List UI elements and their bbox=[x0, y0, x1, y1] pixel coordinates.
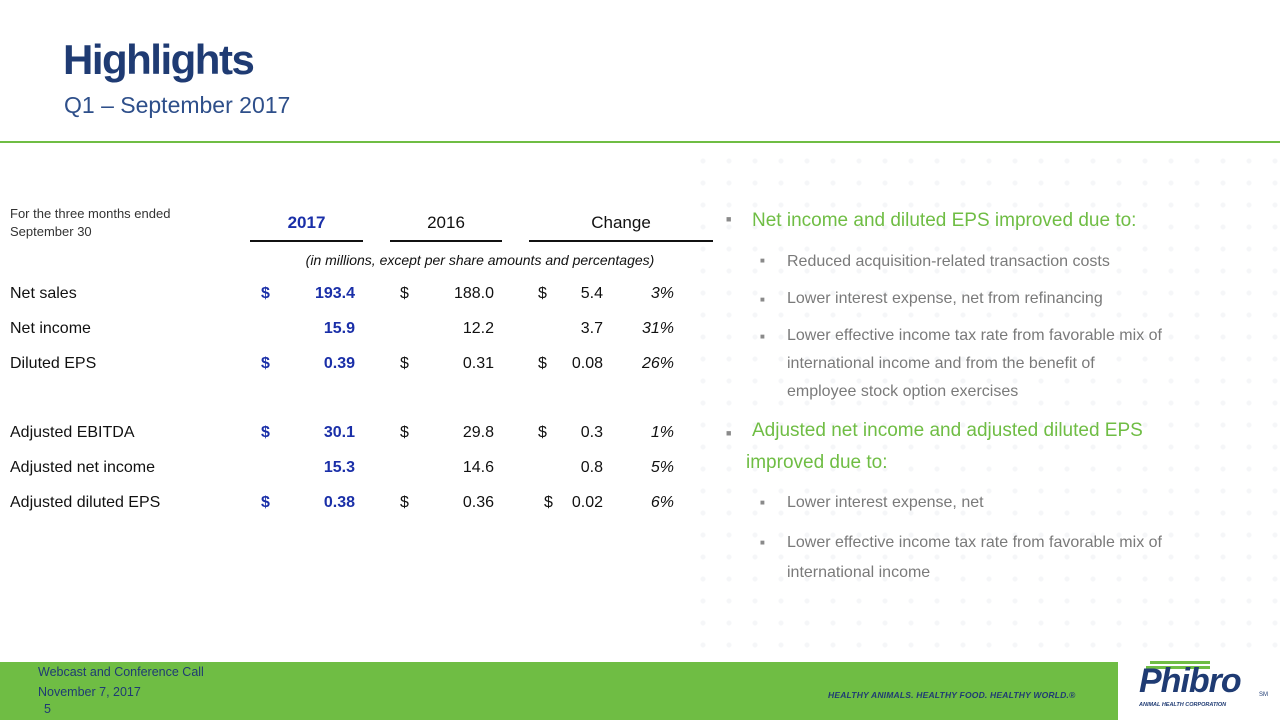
bullet-icon: ■ bbox=[726, 214, 732, 224]
row-label: Net income bbox=[10, 320, 91, 337]
row-label: Diluted EPS bbox=[10, 355, 97, 372]
footer-tagline: HEALTHY ANIMALS. HEALTHY FOOD. HEALTHY W… bbox=[828, 690, 1076, 700]
currency-symbol: $ bbox=[400, 285, 409, 302]
value-change: 0.02 bbox=[571, 494, 603, 511]
value-prior: 188.0 bbox=[453, 285, 494, 302]
value-change: 5.4 bbox=[580, 285, 603, 302]
bullet-icon: ■ bbox=[760, 295, 765, 304]
bullet-icon: ■ bbox=[760, 498, 765, 507]
value-prior: 12.2 bbox=[462, 320, 494, 337]
value-prior: 29.8 bbox=[462, 424, 494, 441]
value-change: 0.08 bbox=[571, 355, 603, 372]
value-change-percent: 5% bbox=[650, 459, 674, 476]
commentary-item-continued: employee stock option exercises bbox=[787, 383, 1019, 400]
value-change: 0.8 bbox=[580, 459, 603, 476]
currency-symbol: $ bbox=[400, 355, 409, 372]
currency-symbol: $ bbox=[400, 424, 409, 441]
period-label: For the three months ended September 30 bbox=[10, 206, 171, 239]
footer-bar bbox=[0, 662, 1280, 720]
commentary-heading-2-continued: improved due to: bbox=[746, 452, 888, 473]
commentary-item: Lower effective income tax rate from fav… bbox=[787, 327, 1162, 344]
column-header-current: 2017 bbox=[287, 213, 326, 232]
row-label: Adjusted net income bbox=[10, 459, 155, 476]
value-current: 15.3 bbox=[323, 459, 355, 476]
value-current: 193.4 bbox=[314, 285, 355, 302]
footer-event: Webcast and Conference Call bbox=[38, 665, 204, 679]
row-label: Adjusted EBITDA bbox=[10, 424, 135, 441]
row-label: Net sales bbox=[10, 285, 77, 302]
bullet-icon: ■ bbox=[760, 538, 765, 547]
commentary-item-continued: international income bbox=[787, 564, 931, 581]
currency-symbol: $ bbox=[261, 424, 270, 441]
currency-symbol: $ bbox=[261, 355, 270, 372]
commentary-item: Lower effective income tax rate from fav… bbox=[787, 534, 1162, 551]
logo-stripe bbox=[1150, 661, 1210, 664]
currency-symbol: $ bbox=[261, 494, 270, 511]
currency-symbol: $ bbox=[538, 285, 547, 302]
logo-background bbox=[1118, 660, 1280, 720]
bullet-icon: ■ bbox=[726, 428, 732, 438]
value-current: 15.9 bbox=[323, 320, 355, 337]
value-current: 0.39 bbox=[323, 355, 355, 372]
bullet-icon: ■ bbox=[760, 332, 765, 341]
logo-stripe bbox=[1146, 666, 1210, 669]
currency-symbol: $ bbox=[538, 355, 547, 372]
commentary-heading-2: Adjusted net income and adjusted diluted… bbox=[752, 420, 1143, 441]
value-change-percent: 1% bbox=[650, 424, 674, 441]
row-label: Adjusted diluted EPS bbox=[10, 494, 161, 511]
commentary-item: Lower interest expense, net bbox=[787, 494, 984, 511]
header-divider bbox=[0, 141, 1280, 143]
value-prior: 0.36 bbox=[462, 494, 494, 511]
value-current: 0.38 bbox=[323, 494, 355, 511]
column-rule-current bbox=[250, 240, 363, 242]
logo-service-mark: SM bbox=[1259, 692, 1268, 698]
commentary-item-continued: international income and from the benefi… bbox=[787, 355, 1095, 372]
currency-symbol: $ bbox=[538, 424, 547, 441]
value-prior: 0.31 bbox=[462, 355, 494, 372]
page-title: Highlights bbox=[63, 36, 255, 83]
value-change: 0.3 bbox=[580, 424, 603, 441]
commentary-item: Reduced acquisition-related transaction … bbox=[787, 253, 1110, 270]
page-subtitle: Q1 – September 2017 bbox=[64, 92, 291, 118]
column-rule-change bbox=[529, 240, 713, 242]
value-change-percent: 26% bbox=[641, 355, 674, 372]
column-header-change: Change bbox=[591, 213, 651, 232]
column-rule-prior bbox=[390, 240, 502, 242]
value-prior: 14.6 bbox=[462, 459, 494, 476]
currency-symbol: $ bbox=[544, 494, 553, 511]
page-number: 5 bbox=[44, 702, 51, 716]
currency-symbol: $ bbox=[261, 285, 270, 302]
commentary-item: Lower interest expense, net from refinan… bbox=[787, 290, 1103, 307]
value-change-percent: 3% bbox=[650, 285, 674, 302]
footer-date: November 7, 2017 bbox=[38, 685, 141, 699]
value-current: 30.1 bbox=[323, 424, 355, 441]
value-change-percent: 31% bbox=[641, 320, 674, 337]
units-note: (in millions, except per share amounts a… bbox=[305, 252, 655, 268]
background-watermark bbox=[690, 150, 1280, 660]
value-change-percent: 6% bbox=[650, 494, 674, 511]
commentary-heading-1: Net income and diluted EPS improved due … bbox=[752, 210, 1137, 231]
phibro-logo: Phibro bbox=[1139, 662, 1242, 700]
logo-subtitle: ANIMAL HEALTH CORPORATION bbox=[1139, 702, 1227, 708]
bullet-icon: ■ bbox=[760, 256, 765, 265]
value-change: 3.7 bbox=[580, 320, 603, 337]
currency-symbol: $ bbox=[400, 494, 409, 511]
column-header-prior: 2016 bbox=[427, 213, 465, 232]
